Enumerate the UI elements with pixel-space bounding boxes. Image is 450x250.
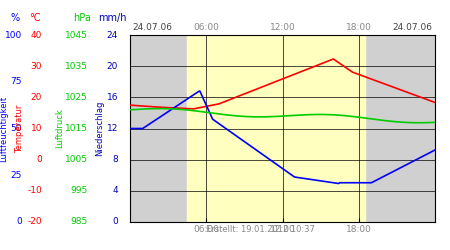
Text: 1005: 1005 <box>65 155 88 164</box>
Text: 1015: 1015 <box>65 124 88 133</box>
Text: 4: 4 <box>112 186 118 195</box>
Text: hPa: hPa <box>73 12 91 22</box>
Text: 16: 16 <box>107 93 118 102</box>
Bar <box>187 35 365 222</box>
Text: 1045: 1045 <box>65 30 88 40</box>
Text: Luftfeuchtigkeit: Luftfeuchtigkeit <box>0 96 9 162</box>
Text: %: % <box>10 12 19 22</box>
Text: 40: 40 <box>31 30 42 40</box>
Text: 24: 24 <box>107 30 118 40</box>
Text: 985: 985 <box>71 218 88 226</box>
Text: 0: 0 <box>36 155 42 164</box>
Text: 20: 20 <box>107 62 118 71</box>
Text: 995: 995 <box>71 186 88 195</box>
Text: 06:00: 06:00 <box>194 24 219 32</box>
Text: 0: 0 <box>112 218 118 226</box>
Text: -20: -20 <box>27 218 42 226</box>
Text: Niederschlag: Niederschlag <box>95 101 104 156</box>
Text: 8: 8 <box>112 155 118 164</box>
Text: 1025: 1025 <box>65 93 88 102</box>
Text: °C: °C <box>29 12 41 22</box>
Text: 75: 75 <box>10 77 22 86</box>
Text: 30: 30 <box>31 62 42 71</box>
Text: Erstellt: 19.01.2012 10:37: Erstellt: 19.01.2012 10:37 <box>206 224 315 234</box>
Text: 0: 0 <box>16 218 22 226</box>
Text: 50: 50 <box>10 124 22 133</box>
Text: 18:00: 18:00 <box>346 24 372 32</box>
Text: 12:00: 12:00 <box>270 24 295 32</box>
Text: 1035: 1035 <box>65 62 88 71</box>
Text: 24.07.06: 24.07.06 <box>393 24 433 32</box>
Text: -10: -10 <box>27 186 42 195</box>
Text: 12: 12 <box>107 124 118 133</box>
Text: 25: 25 <box>11 171 22 180</box>
Text: Temperatur: Temperatur <box>15 104 24 153</box>
Text: 100: 100 <box>5 30 22 40</box>
Text: Luftdruck: Luftdruck <box>55 108 64 148</box>
Text: 20: 20 <box>31 93 42 102</box>
Text: mm/h: mm/h <box>98 12 126 22</box>
Text: 10: 10 <box>31 124 42 133</box>
Text: 24.07.06: 24.07.06 <box>132 24 172 32</box>
